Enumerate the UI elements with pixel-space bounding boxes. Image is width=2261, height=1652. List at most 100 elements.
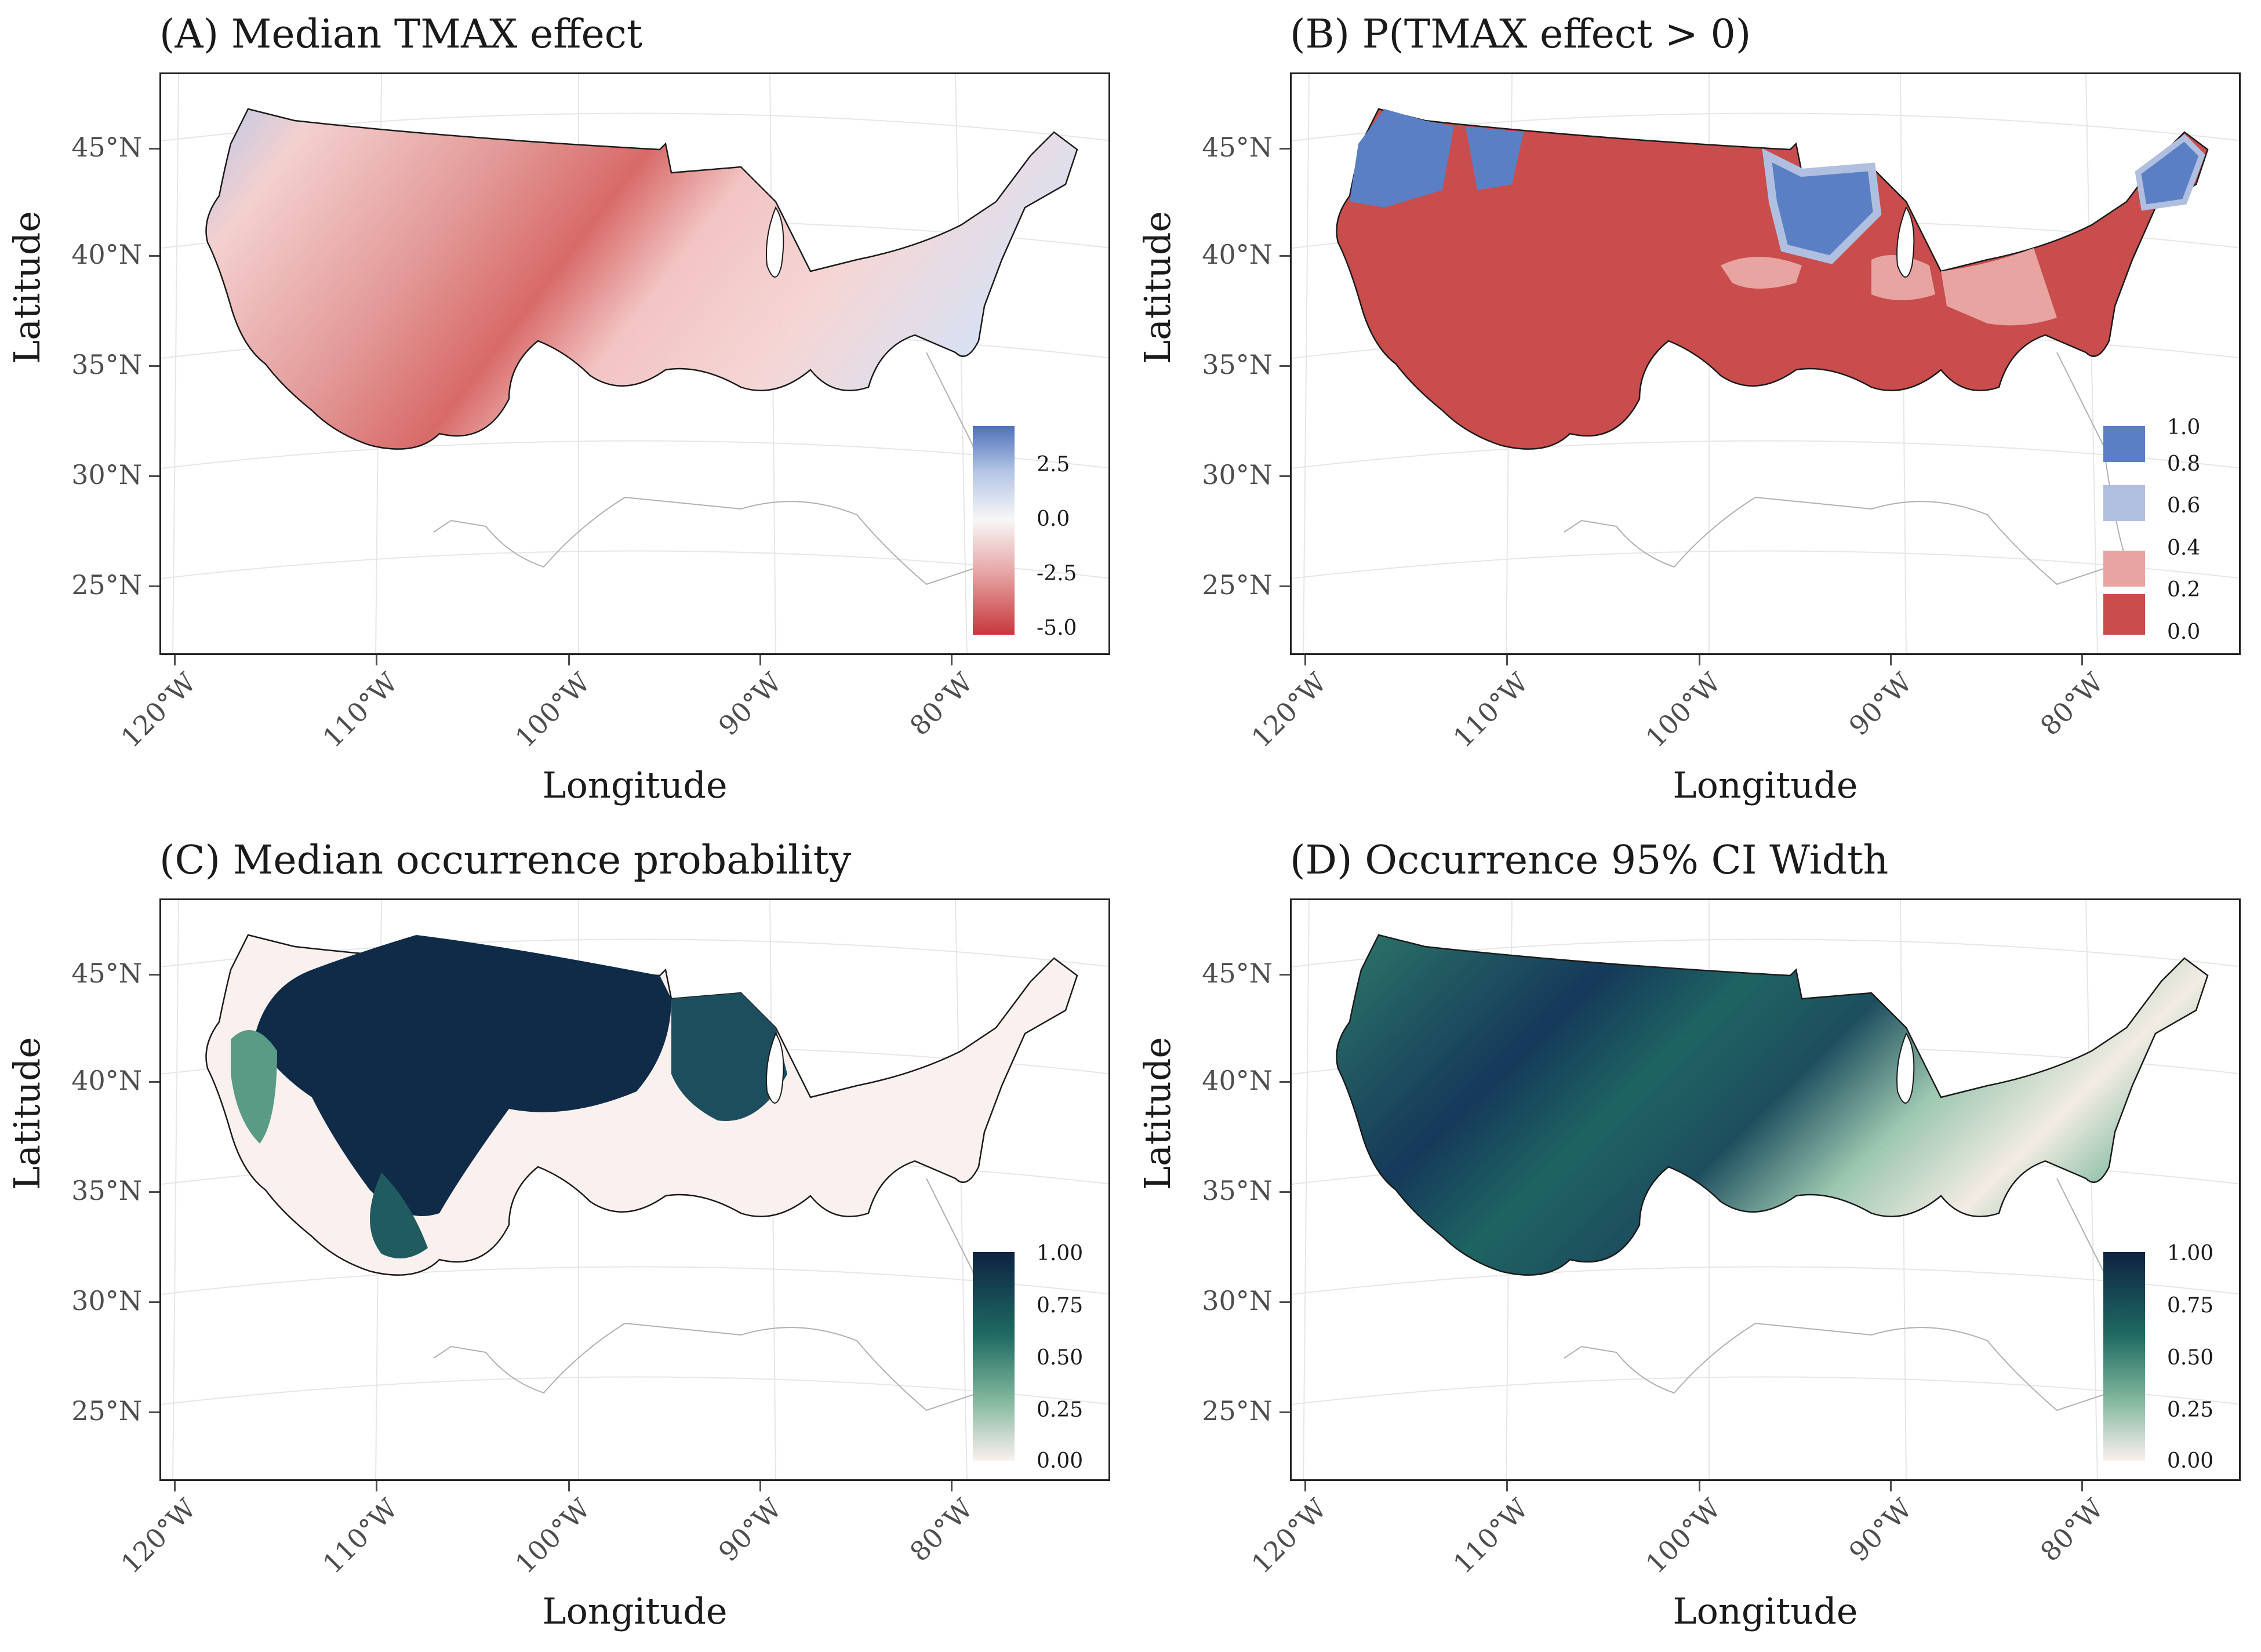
lon-tick bbox=[1890, 1481, 1892, 1491]
map-frame bbox=[159, 72, 1110, 655]
map-frame bbox=[159, 898, 1110, 1481]
lat-tick-label: 45°N bbox=[71, 132, 142, 163]
legend-label: 0.00 bbox=[2167, 1449, 2214, 1473]
panel-a: (A) Median TMAX effect Latitude bbox=[0, 0, 1130, 826]
lat-tick-label: 35°N bbox=[1202, 349, 1273, 380]
legend-colorbar bbox=[973, 1252, 1015, 1461]
lon-tick bbox=[759, 655, 761, 665]
positive-effect-regions bbox=[1350, 109, 2205, 326]
legend-label: 0.6 bbox=[2167, 494, 2201, 518]
lat-tick-label: 45°N bbox=[1202, 958, 1273, 989]
lon-tick bbox=[1699, 655, 1700, 665]
lat-tick-label: 30°N bbox=[71, 459, 142, 490]
lat-tick-label: 45°N bbox=[1202, 132, 1273, 163]
x-axis-title: Longitude bbox=[1673, 1590, 1858, 1632]
legend-label: 1.0 bbox=[2167, 416, 2201, 439]
lon-tick bbox=[174, 1481, 176, 1491]
study-region bbox=[1336, 934, 2209, 1276]
lon-tick-label: 90°W bbox=[712, 667, 788, 742]
lon-tick bbox=[951, 655, 953, 665]
lon-tick-label: 80°W bbox=[903, 1493, 979, 1568]
panel-title: (D) Occurrence 95% CI Width bbox=[1290, 838, 1889, 883]
legend-label: 0.8 bbox=[2167, 452, 2201, 476]
lon-tick bbox=[376, 655, 377, 665]
legend-label: 1.00 bbox=[1037, 1242, 1084, 1265]
legend-label: 0.00 bbox=[1037, 1449, 1084, 1473]
legend-bin bbox=[2103, 594, 2145, 635]
panel-title: (A) Median TMAX effect bbox=[159, 12, 643, 57]
legend-label: 0.2 bbox=[2167, 578, 2201, 602]
legend-bin bbox=[2103, 426, 2145, 462]
map-frame bbox=[1290, 72, 2241, 655]
lat-tick bbox=[149, 1081, 159, 1083]
map-svg bbox=[1292, 74, 2239, 653]
lat-tick bbox=[1279, 255, 1290, 257]
legend-label: 0.75 bbox=[1037, 1294, 1084, 1318]
lat-tick-label: 25°N bbox=[1202, 569, 1273, 601]
lat-tick bbox=[1279, 365, 1290, 367]
lon-tick bbox=[951, 1481, 953, 1491]
lon-tick bbox=[376, 1481, 377, 1491]
panel-c: (C) Median occurrence probability Latitu… bbox=[0, 826, 1130, 1652]
lat-tick-label: 40°N bbox=[71, 1065, 142, 1096]
lon-tick bbox=[1506, 1481, 1508, 1491]
lat-tick-label: 30°N bbox=[71, 1285, 142, 1316]
lat-tick-label: 25°N bbox=[71, 569, 142, 601]
occurrence-hotspots bbox=[231, 935, 787, 1258]
lon-tick-label: 100°W bbox=[509, 1493, 597, 1580]
lon-tick bbox=[1699, 1481, 1700, 1491]
panel-d: (D) Occurrence 95% CI Width Latitude bbox=[1130, 826, 2261, 1652]
lon-tick-label: 120°W bbox=[115, 667, 202, 754]
legend-label: 0.75 bbox=[2167, 1294, 2214, 1318]
us-outline bbox=[433, 352, 997, 585]
y-axis-title: Latitude bbox=[1136, 1036, 1179, 1190]
lon-tick-label: 90°W bbox=[712, 1493, 788, 1568]
legend-label: 0.0 bbox=[1037, 507, 1070, 531]
x-axis-title: Longitude bbox=[542, 1590, 728, 1632]
legend-label: -2.5 bbox=[1037, 562, 1077, 585]
lon-tick-label: 100°W bbox=[1640, 1493, 1727, 1580]
lat-tick bbox=[1279, 1191, 1290, 1193]
lat-tick bbox=[1279, 585, 1290, 587]
lon-tick-label: 120°W bbox=[115, 1493, 202, 1580]
lon-tick bbox=[1304, 1481, 1306, 1491]
lon-tick bbox=[1890, 655, 1892, 665]
lon-tick-label: 80°W bbox=[2034, 1493, 2110, 1568]
lon-tick bbox=[759, 1481, 761, 1491]
lat-tick bbox=[149, 1301, 159, 1303]
panel-title: (B) P(TMAX effect > 0) bbox=[1290, 12, 1751, 57]
lat-tick bbox=[149, 974, 159, 976]
lat-tick bbox=[1279, 974, 1290, 976]
lat-tick bbox=[1279, 148, 1290, 150]
legend-bin bbox=[2103, 485, 2145, 521]
x-axis-title: Longitude bbox=[542, 764, 728, 806]
lakes bbox=[1896, 206, 1915, 278]
lon-tick-label: 110°W bbox=[1447, 1493, 1535, 1580]
lat-tick-label: 30°N bbox=[1202, 459, 1273, 490]
y-axis-title: Latitude bbox=[6, 210, 48, 364]
lon-tick-label: 100°W bbox=[1640, 667, 1727, 754]
legend-colorbar bbox=[2103, 1252, 2145, 1461]
map-frame bbox=[1290, 898, 2241, 1481]
legend-label: 0.25 bbox=[2167, 1398, 2214, 1422]
lon-tick-label: 100°W bbox=[509, 667, 597, 754]
lon-tick bbox=[2081, 1481, 2083, 1491]
lat-tick-label: 35°N bbox=[1202, 1175, 1273, 1206]
lat-tick bbox=[149, 475, 159, 477]
lat-tick-label: 30°N bbox=[1202, 1285, 1273, 1316]
lon-tick-label: 110°W bbox=[317, 667, 404, 754]
legend-bin bbox=[2103, 551, 2145, 587]
lakes bbox=[766, 206, 784, 278]
lon-tick-label: 80°W bbox=[903, 667, 979, 742]
lat-tick-label: 45°N bbox=[71, 958, 142, 989]
panel-title: (C) Median occurrence probability bbox=[159, 838, 852, 883]
x-axis-title: Longitude bbox=[1673, 764, 1858, 806]
lon-tick bbox=[1506, 655, 1508, 665]
lat-tick-label: 35°N bbox=[71, 1175, 142, 1206]
lat-tick bbox=[1279, 1301, 1290, 1303]
map-svg bbox=[1292, 900, 2239, 1479]
lon-tick-label: 80°W bbox=[2034, 667, 2110, 742]
lon-tick-label: 120°W bbox=[1245, 1493, 1333, 1580]
lat-tick bbox=[149, 148, 159, 150]
lat-tick bbox=[149, 585, 159, 587]
